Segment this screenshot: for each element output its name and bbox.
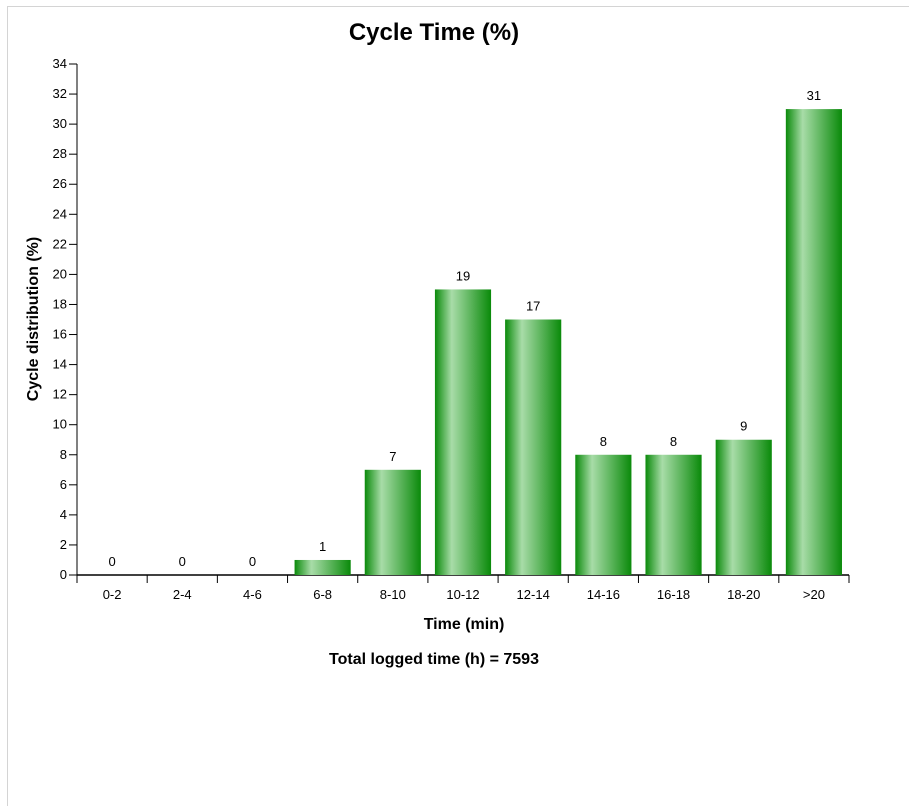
y-tick-label: 16 [53,327,67,342]
bar [294,559,351,575]
y-tick-label: 26 [53,176,67,191]
x-tick-label: 6-8 [313,587,332,602]
y-tick-label: 10 [53,417,67,432]
y-tick-label: 32 [53,86,67,101]
total-logged-time: Total logged time (h) = 7593 [329,651,539,668]
x-tick-label: >20 [803,587,825,602]
x-tick-label: 0-2 [103,587,122,602]
bars-group [294,109,842,576]
y-tick-label: 4 [60,507,67,522]
x-axis-title: Time (min) [424,616,505,633]
y-tick-label: 20 [53,266,67,281]
x-tick-label: 12-14 [517,587,550,602]
bar-value-label: 31 [807,88,821,103]
x-tick-label: 4-6 [243,587,262,602]
y-tick-label: 24 [53,206,67,221]
bar [364,469,421,575]
bar [715,439,772,575]
bar-value-label: 0 [179,554,186,569]
x-tick-label: 18-20 [727,587,760,602]
bar-value-label: 9 [740,419,747,434]
x-axis: 0-2 2-4 4-6 6-8 8-10 10-12 12-14 14-16 16-18 18-2… [76,574,850,602]
bar [575,454,632,575]
x-tick-label: 14-16 [587,587,620,602]
y-tick-label: 28 [53,146,67,161]
bar-value-label: 8 [670,434,677,449]
bar [434,289,492,575]
bar [645,454,702,575]
y-tick-label: 14 [53,357,67,372]
bar-value-label: 17 [526,299,540,314]
x-tick-label: 2-4 [173,587,192,602]
bar-value-label: 1 [319,539,326,554]
y-tick-label: 34 [53,56,67,71]
bar-value-label: 0 [108,554,115,569]
y-tick-label: 18 [53,296,67,311]
bar [505,319,562,575]
bar-value-label: 7 [389,449,396,464]
y-tick-label: 12 [53,387,67,402]
y-tick-label: 6 [60,477,67,492]
bar [785,109,842,576]
chart-frame [7,6,909,806]
y-tick-label: 2 [60,537,67,552]
bar-value-label: 19 [456,268,470,283]
bar-value-label: 0 [249,554,256,569]
x-tick-label: 8-10 [380,587,406,602]
x-tick-label: 10-12 [446,587,479,602]
y-tick-label: 8 [60,447,67,462]
y-tick-label: 0 [60,567,67,582]
y-tick-label: 22 [53,236,67,251]
chart-title: Cycle Time (%) [349,19,519,46]
y-tick-label: 30 [53,116,67,131]
x-tick-label: 16-18 [657,587,690,602]
bar-value-label: 8 [600,434,607,449]
y-axis-title: Cycle distribution (%) [25,237,42,401]
